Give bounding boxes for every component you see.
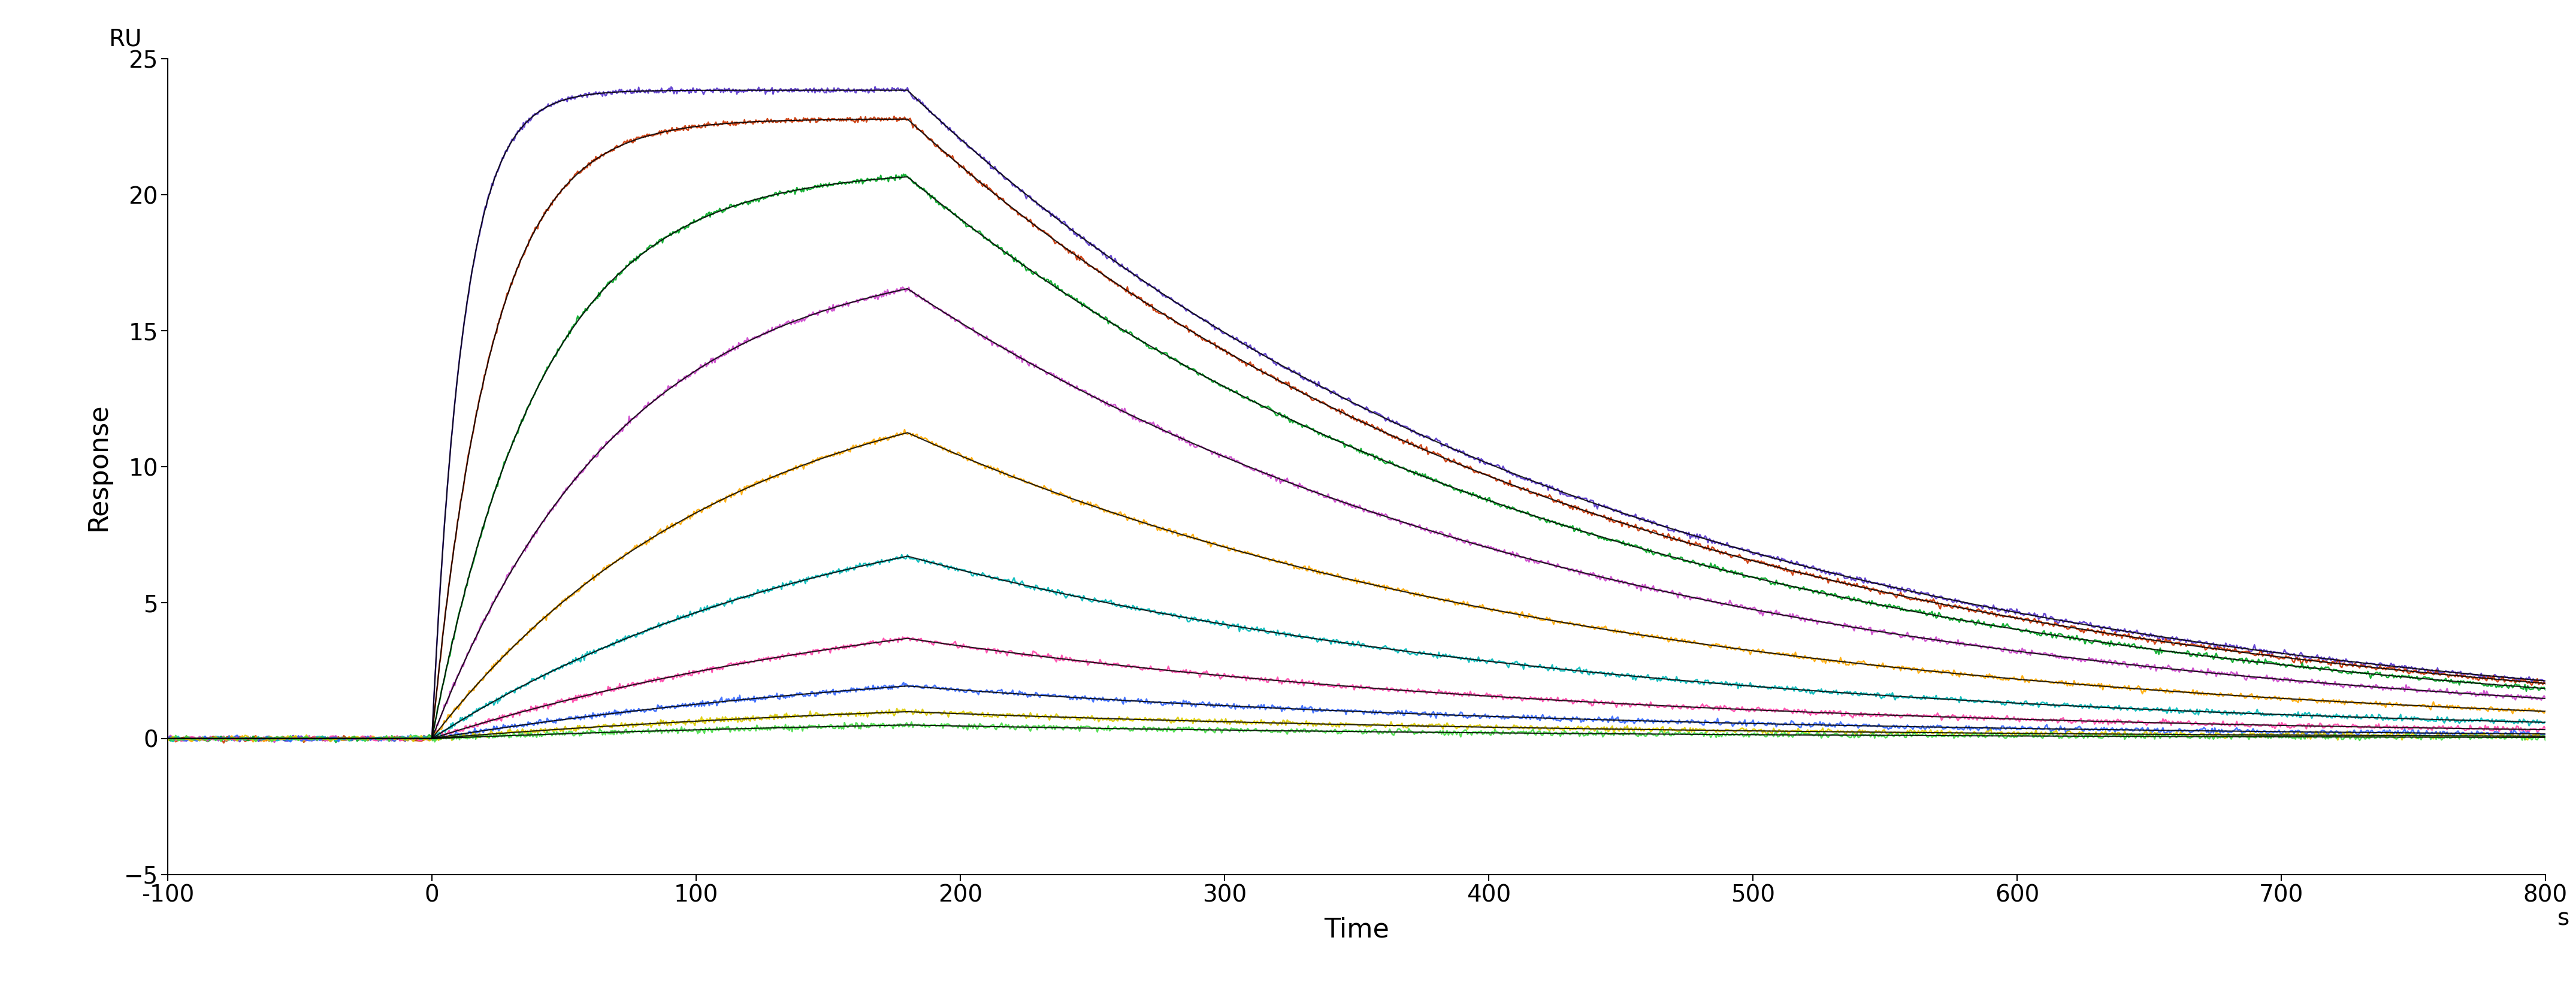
Text: s: s <box>2558 907 2568 930</box>
Text: RU: RU <box>108 28 142 51</box>
X-axis label: Time: Time <box>1324 917 1388 943</box>
Y-axis label: Response: Response <box>85 402 111 531</box>
